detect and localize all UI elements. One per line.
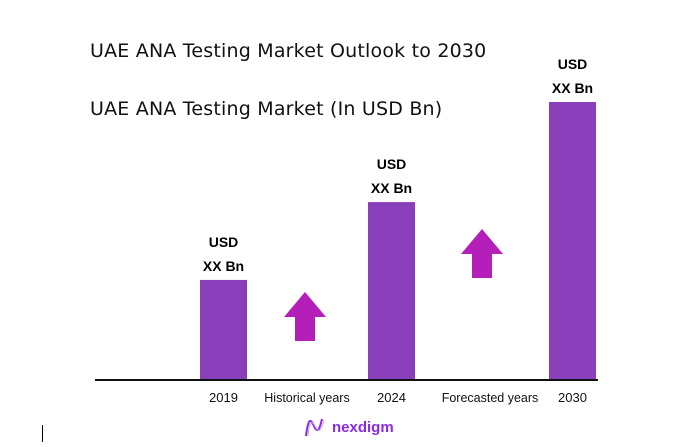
data-label-line1: USD	[377, 156, 407, 172]
data-label-line1: USD	[209, 234, 239, 250]
data-label-line2: XX Bn	[203, 258, 244, 274]
x-tick-label: 2024	[377, 390, 406, 405]
growth-arrow-icon	[461, 229, 503, 278]
bar-2030	[549, 102, 596, 380]
logo-text: nexdigm	[332, 418, 394, 436]
chart-title: UAE ANA Testing Market Outlook to 2030	[90, 40, 487, 62]
data-label-line2: XX Bn	[371, 180, 412, 196]
data-label-line2: XX Bn	[552, 80, 593, 96]
period-label: Historical years	[264, 391, 349, 405]
x-tick-label: 2030	[558, 390, 587, 405]
chart-subtitle: UAE ANA Testing Market (In USD Bn)	[90, 98, 443, 120]
growth-arrow-icon	[284, 292, 326, 341]
bar-2019	[200, 279, 247, 380]
bar-2024	[368, 202, 415, 380]
text-cursor	[42, 425, 43, 442]
nexdigm-logo-icon	[305, 418, 325, 437]
nexdigm-logo: nexdigm	[303, 416, 394, 438]
data-label-line1: USD	[558, 56, 588, 72]
x-tick-label: 2019	[209, 390, 238, 405]
period-label: Forecasted years	[442, 391, 539, 405]
